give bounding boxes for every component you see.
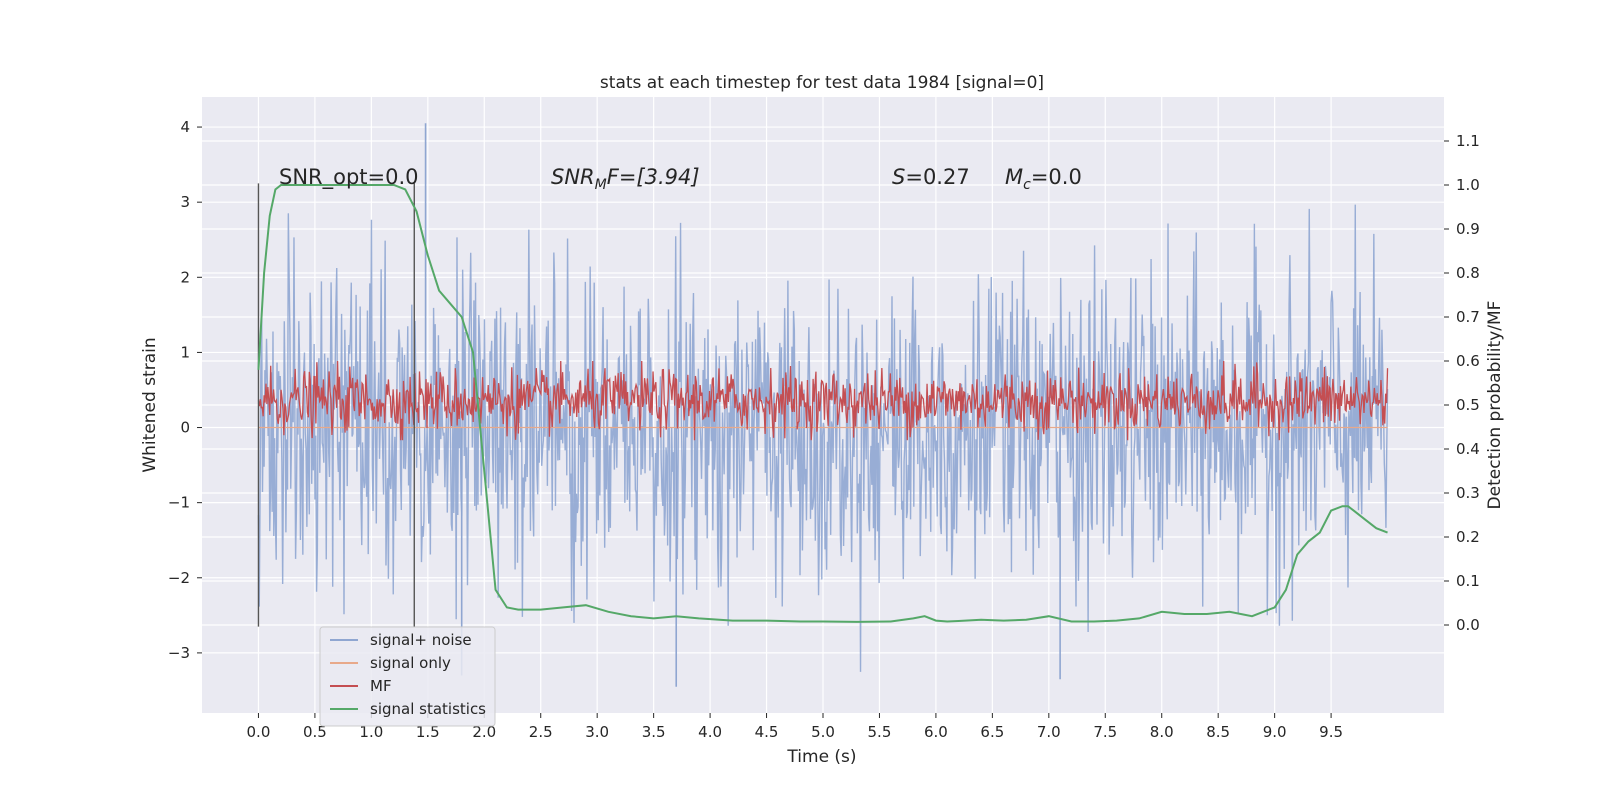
y-right-tick-label: 0.1 [1456,572,1480,590]
y-left-tick-label: 4 [180,118,190,136]
snr-mf-sub: M [595,177,607,193]
x-tick-label: 8.0 [1150,723,1174,741]
y-right-tick-label: 0.7 [1456,308,1480,326]
y-right-tick-label: 0.4 [1456,440,1480,458]
legend-label-mf: MF [370,677,392,695]
y-axis-left-label: Whitened strain [140,337,160,472]
y-left-tick-labels: −3 −2 −1 0 1 2 3 4 [168,118,202,662]
mc-var: M [1005,165,1023,189]
y-right-tick-label: 0.0 [1456,616,1480,634]
x-tick-label: 4.0 [698,723,722,741]
annotation-snr-mf: SNRMF=[3.94] [551,165,700,193]
annotation-snr-opt: SNR_opt=0.0 [279,165,419,190]
x-tick-label: 6.5 [980,723,1004,741]
x-tick-label: 7.0 [1037,723,1061,741]
legend-label-signal-noise: signal+ noise [370,631,472,649]
x-tick-label: 3.0 [585,723,609,741]
y-right-tick-label: 0.9 [1456,220,1480,238]
x-tick-label: 4.5 [755,723,779,741]
y-right-tick-label: 1.1 [1456,132,1480,150]
x-tick-label: 9.0 [1263,723,1287,741]
x-tick-label: 5.0 [811,723,835,741]
x-tick-label: 2.5 [529,723,553,741]
noise-trace [257,204,1389,672]
y-right-tick-label: 0.6 [1456,352,1480,370]
y-axis-right-label: Detection probability/MF [1485,301,1505,510]
y-left-tick-label: −1 [168,494,190,512]
x-tick-label: 9.5 [1319,723,1343,741]
legend: signal+ noise signal only MF signal stat… [319,626,496,727]
legend-label-signal-only: signal only [370,654,451,672]
chart-title: stats at each timestep for test data 198… [600,73,1044,93]
snr-mf-rest: F=[3.94] [607,165,700,189]
y-left-tick-label: 0 [180,419,190,437]
y-right-tick-label: 0.8 [1456,264,1480,282]
y-left-tick-label: −2 [168,569,190,587]
x-tick-label: 5.5 [868,723,892,741]
x-tick-label: 0.0 [247,723,271,741]
y-left-tick-label: 3 [180,193,190,211]
legend-box [319,626,496,727]
mf-trace [257,360,1389,441]
x-tick-label: 6.0 [924,723,948,741]
x-tick-label: 1.0 [359,723,383,741]
annotation-mc: Mc=0.0 [1005,165,1082,193]
y-left-tick-label: −3 [168,644,190,662]
snr-mf-base: SNR [551,165,595,189]
s-var: S [892,165,905,189]
y-right-tick-label: 1.0 [1456,176,1480,194]
vertical-markers [257,183,415,627]
x-tick-label: 2.0 [472,723,496,741]
x-tick-label: 8.5 [1206,723,1230,741]
y-left-tick-label: 1 [180,343,190,361]
x-tick-label: 7.5 [1093,723,1117,741]
mc-sub: c [1023,177,1031,193]
y-right-tick-label: 0.5 [1456,396,1480,414]
x-tick-label: 3.5 [642,723,666,741]
series-signal-noise [257,123,1389,687]
x-tick-labels: 0.0 0.5 1.0 1.5 2.0 2.5 3.0 3.5 4.0 4.5 5.0 5.5 6.0 6… [247,713,1343,741]
s-val: =0.27 [905,165,969,189]
series-mf [257,360,1389,441]
annotation-s: S=0.27 [892,165,970,189]
x-axis-label: Time (s) [786,747,856,767]
series-signal-statistics-line [257,184,1388,623]
legend-label-signal-statistics: signal statistics [370,700,486,718]
x-tick-label: 0.5 [303,723,327,741]
x-tick-label: 1.5 [416,723,440,741]
y-left-tick-label: 2 [180,268,190,286]
y-right-tick-label: 0.3 [1456,484,1480,502]
y-right-tick-label: 0.2 [1456,528,1480,546]
y-right-tick-labels: 0.0 0.1 0.2 0.3 0.4 0.5 0.6 0.7 0.8 0.9 1.0 1.1 [1444,132,1480,634]
grid-horizontal-lines-right [202,140,1444,626]
mc-val: =0.0 [1031,165,1082,189]
